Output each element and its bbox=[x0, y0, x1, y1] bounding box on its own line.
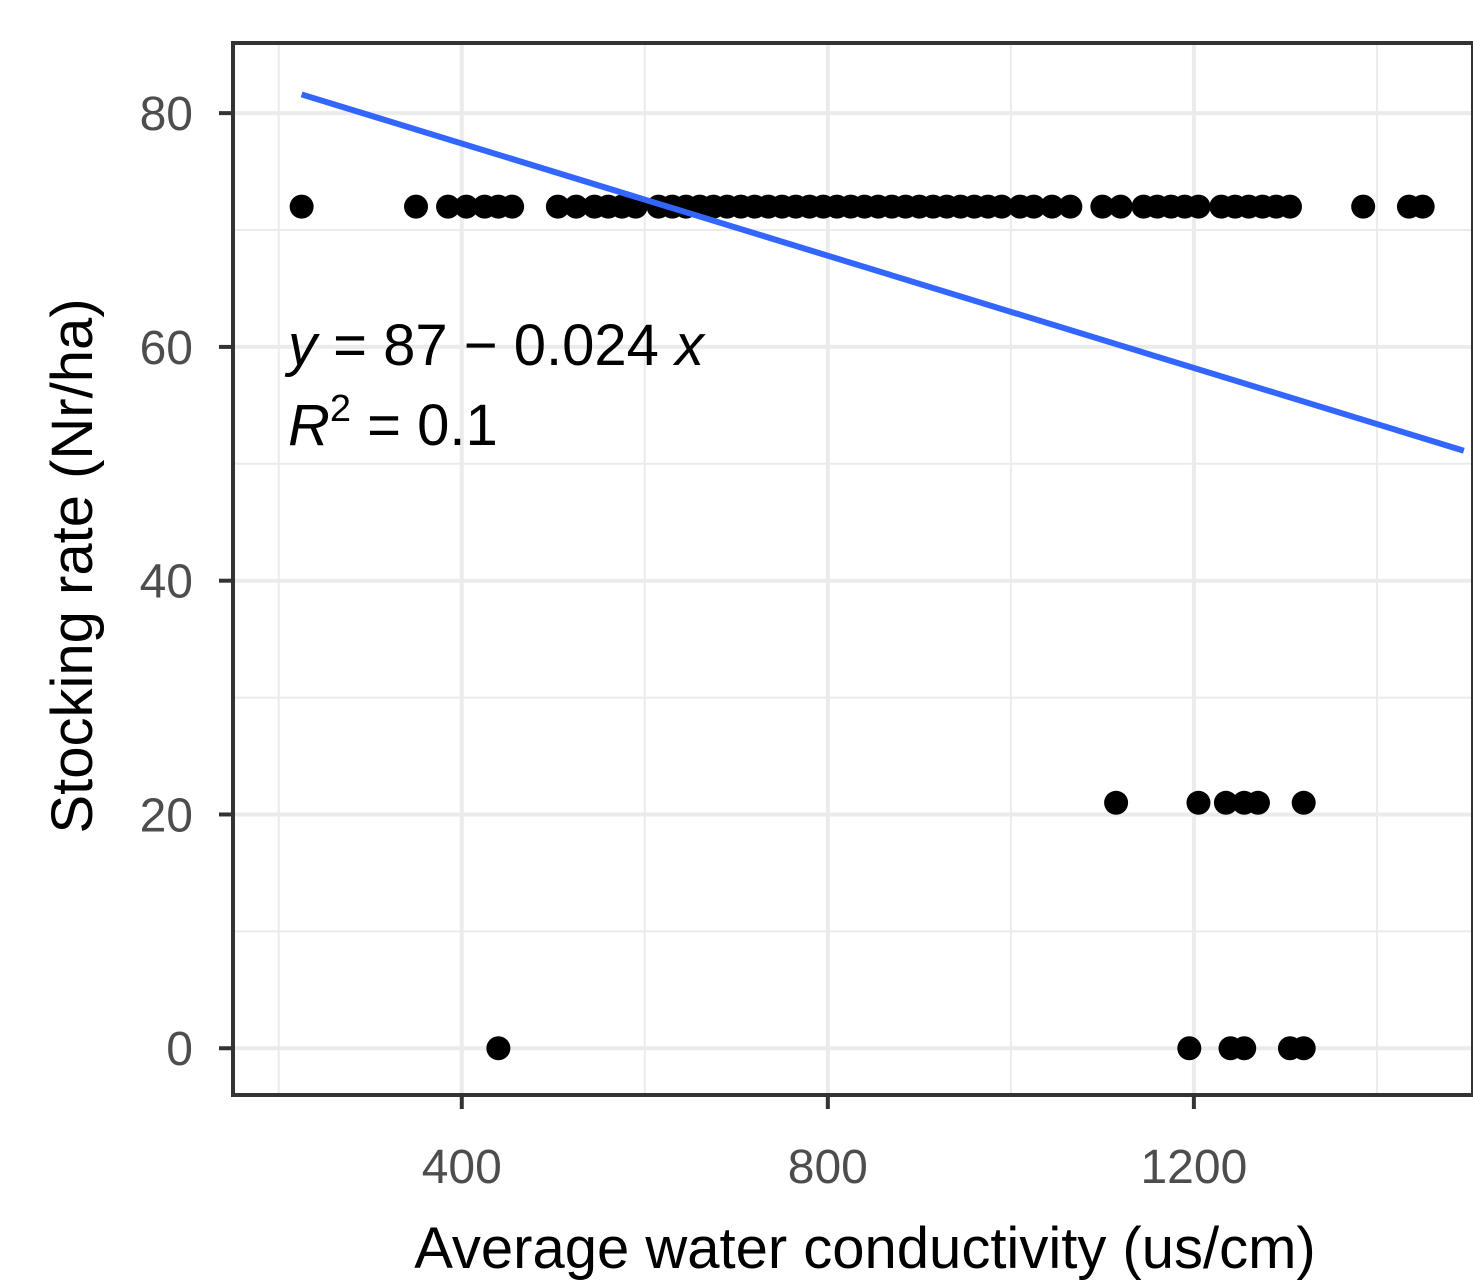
y-axis-ticks: 0 20 40 60 80 bbox=[140, 88, 233, 1076]
x-tick-label: 400 bbox=[422, 1141, 502, 1194]
x-axis-title: Average water conductivity (us/cm) bbox=[414, 1216, 1316, 1281]
r2-r-var: R bbox=[288, 393, 330, 458]
data-point bbox=[436, 194, 461, 219]
data-point bbox=[1291, 1036, 1316, 1061]
x-axis-ticks: 400 800 1200 bbox=[422, 1095, 1247, 1194]
data-points bbox=[289, 194, 1435, 1061]
data-point bbox=[1108, 194, 1133, 219]
r2-value: 0.1 bbox=[417, 393, 498, 458]
data-point bbox=[1186, 790, 1211, 815]
data-point bbox=[404, 194, 429, 219]
data-point bbox=[1090, 194, 1115, 219]
y-tick-label: 0 bbox=[166, 1023, 193, 1076]
equation-eq-sign: = bbox=[317, 313, 383, 378]
data-point bbox=[486, 1036, 511, 1061]
data-point bbox=[454, 194, 479, 219]
regression-line bbox=[300, 91, 1465, 454]
equation-intercept: 87 bbox=[383, 313, 448, 378]
equation-operator: − bbox=[448, 313, 514, 378]
y-tick-label: 20 bbox=[140, 789, 193, 842]
y-tick-label: 80 bbox=[140, 88, 193, 141]
y-tick-label: 40 bbox=[140, 556, 193, 609]
data-point bbox=[1410, 194, 1435, 219]
y-tick-label: 60 bbox=[140, 322, 193, 375]
data-point bbox=[289, 194, 314, 219]
data-point bbox=[564, 194, 589, 219]
x-tick-label: 1200 bbox=[1140, 1141, 1247, 1194]
major-gridlines bbox=[233, 43, 1473, 1095]
data-point bbox=[1213, 790, 1238, 815]
minor-gridlines bbox=[233, 43, 1473, 1095]
data-point bbox=[1177, 1036, 1202, 1061]
data-point bbox=[1021, 194, 1046, 219]
y-axis-title: Stocking rate (Nr/ha) bbox=[40, 298, 105, 833]
r2-eq-sign: = bbox=[351, 393, 417, 458]
data-point bbox=[1058, 194, 1083, 219]
x-tick-label: 800 bbox=[788, 1141, 868, 1194]
data-point bbox=[1351, 194, 1376, 219]
r-squared: R2 = 0.1 bbox=[288, 388, 498, 458]
equation-coef: 0.024 bbox=[514, 313, 659, 378]
data-point bbox=[500, 194, 525, 219]
equation-y-var: y bbox=[284, 313, 320, 378]
panel-border bbox=[231, 41, 1473, 1097]
data-point bbox=[1291, 790, 1316, 815]
regression-equation: y = 87 − 0.024 x bbox=[284, 313, 706, 378]
data-point bbox=[1232, 1036, 1257, 1061]
data-point bbox=[989, 194, 1014, 219]
data-point bbox=[545, 194, 570, 219]
data-point bbox=[1277, 194, 1302, 219]
data-point bbox=[1104, 790, 1129, 815]
data-point bbox=[1245, 790, 1270, 815]
data-point bbox=[1186, 194, 1211, 219]
data-point bbox=[1040, 194, 1065, 219]
equation-x-var: x bbox=[672, 313, 706, 378]
r2-exponent: 2 bbox=[330, 388, 351, 430]
